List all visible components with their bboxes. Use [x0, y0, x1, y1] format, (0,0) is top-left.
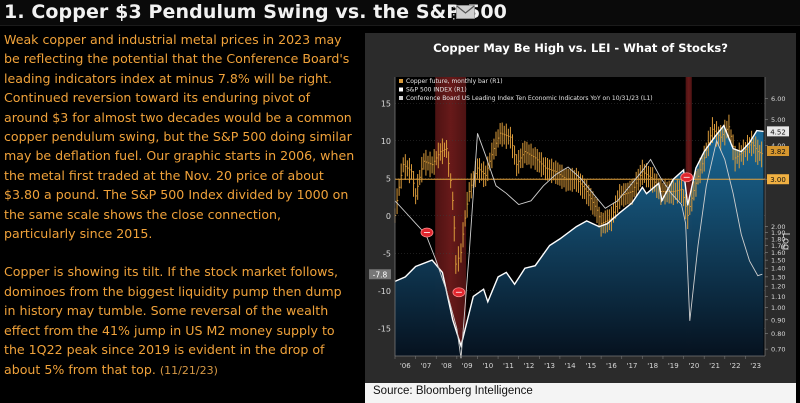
chart-svg: 151050-5-10-15-7.86.005.004.003.002.001.…: [369, 77, 791, 370]
right-current-badge: [767, 146, 789, 157]
left-current-label: -7.8: [373, 270, 388, 279]
x-tick-label: '06: [400, 362, 411, 370]
x-tick-label: '10: [482, 362, 493, 370]
right-tick-label: 5.00: [771, 116, 785, 124]
right-current-label: 4.52: [770, 128, 786, 136]
right-tick-label: 1.40: [771, 265, 785, 273]
chart-title: Copper May Be High vs. LEI - What of Sto…: [433, 41, 728, 55]
legend-item: Conference Board US Leading Index Ten Ec…: [406, 95, 653, 102]
right-tick-label: 1.90: [771, 229, 785, 237]
envelope-icon[interactable]: [453, 3, 475, 21]
x-tick-label: '13: [544, 362, 555, 370]
x-tick-label: '22: [730, 362, 741, 370]
x-tick-label: '16: [606, 362, 617, 370]
x-tick-label: '08: [441, 362, 452, 370]
right-tick-label: 0.80: [771, 330, 785, 338]
right-tick-label: 1.10: [771, 293, 785, 301]
header-bar: 1. Copper $3 Pendulum Swing vs. the S&P …: [0, 0, 800, 26]
right-tick-label: 1.50: [771, 257, 785, 265]
right-tick-label: 0.90: [771, 316, 785, 324]
legend-swatch: [399, 79, 403, 83]
x-tick-label: '11: [503, 362, 514, 370]
x-tick-label: '23: [750, 362, 761, 370]
x-tick-label: '20: [688, 362, 699, 370]
right-current-badge: [767, 126, 789, 137]
x-tick-label: '18: [647, 362, 658, 370]
left-tick-label: -10: [378, 287, 391, 296]
x-tick-label: '21: [709, 362, 720, 370]
legend-swatch: [399, 96, 403, 100]
pivot-label: 3.00: [770, 176, 786, 184]
commentary-paragraph-2-text: Copper is showing its tilt. If the stock…: [4, 264, 342, 377]
x-tick-label: '09: [462, 362, 473, 370]
commentary-paragraph-1: Weak copper and industrial metal prices …: [4, 32, 355, 242]
legend-item: Copper future, monthly bar (R1): [406, 78, 503, 85]
right-tick-label: 2.00: [771, 223, 785, 231]
right-tick-label: 1.70: [771, 242, 785, 250]
x-tick-label: '17: [627, 362, 638, 370]
right-tick-label: 0.70: [771, 346, 785, 354]
left-tick-label: -5: [383, 249, 391, 258]
date-tag: (11/21/23): [159, 363, 218, 377]
source-bar: Source: Bloomberg Intelligence: [365, 383, 796, 403]
commentary-paragraph-2: Copper is showing its tilt. If the stock…: [4, 262, 356, 379]
lei-line: [394, 133, 763, 359]
left-tick-label: 10: [381, 137, 391, 146]
right-tick-label: 1.80: [771, 235, 785, 243]
right-tick-label: 1.00: [771, 304, 785, 312]
x-tick-label: '15: [585, 362, 596, 370]
pivot-badge: [767, 174, 789, 185]
right-tick-label: 1.60: [771, 249, 785, 257]
right-tick-label: 6.00: [771, 95, 785, 103]
commentary: Weak copper and industrial metal prices …: [4, 30, 356, 399]
right-tick-label: 1.30: [771, 273, 785, 281]
left-tick-label: 0: [386, 212, 391, 221]
legend-item: S&P 500 INDEX (R1): [406, 87, 467, 94]
right-current-label: 3.82: [770, 148, 786, 156]
left-tick-label: -15: [378, 324, 391, 333]
x-tick-label: '07: [420, 362, 431, 370]
page-title: 1. Copper $3 Pendulum Swing vs. the S&P …: [4, 1, 507, 23]
sp500-line: [394, 124, 764, 349]
x-tick-label: '19: [668, 362, 679, 370]
x-tick-label: '12: [524, 362, 535, 370]
left-tick-label: 5: [386, 174, 391, 183]
right-tick-label: 1.20: [771, 283, 785, 291]
chart-source: Source: Bloomberg Intelligence: [373, 385, 533, 397]
left-current-badge: [369, 269, 391, 280]
left-tick-label: 15: [381, 99, 391, 108]
right-axis-title: Log: [780, 233, 791, 251]
legend-swatch: [399, 87, 403, 92]
x-tick-label: '14: [565, 362, 576, 370]
chart-panel: Copper May Be High vs. LEI - What of Sto…: [365, 33, 796, 383]
